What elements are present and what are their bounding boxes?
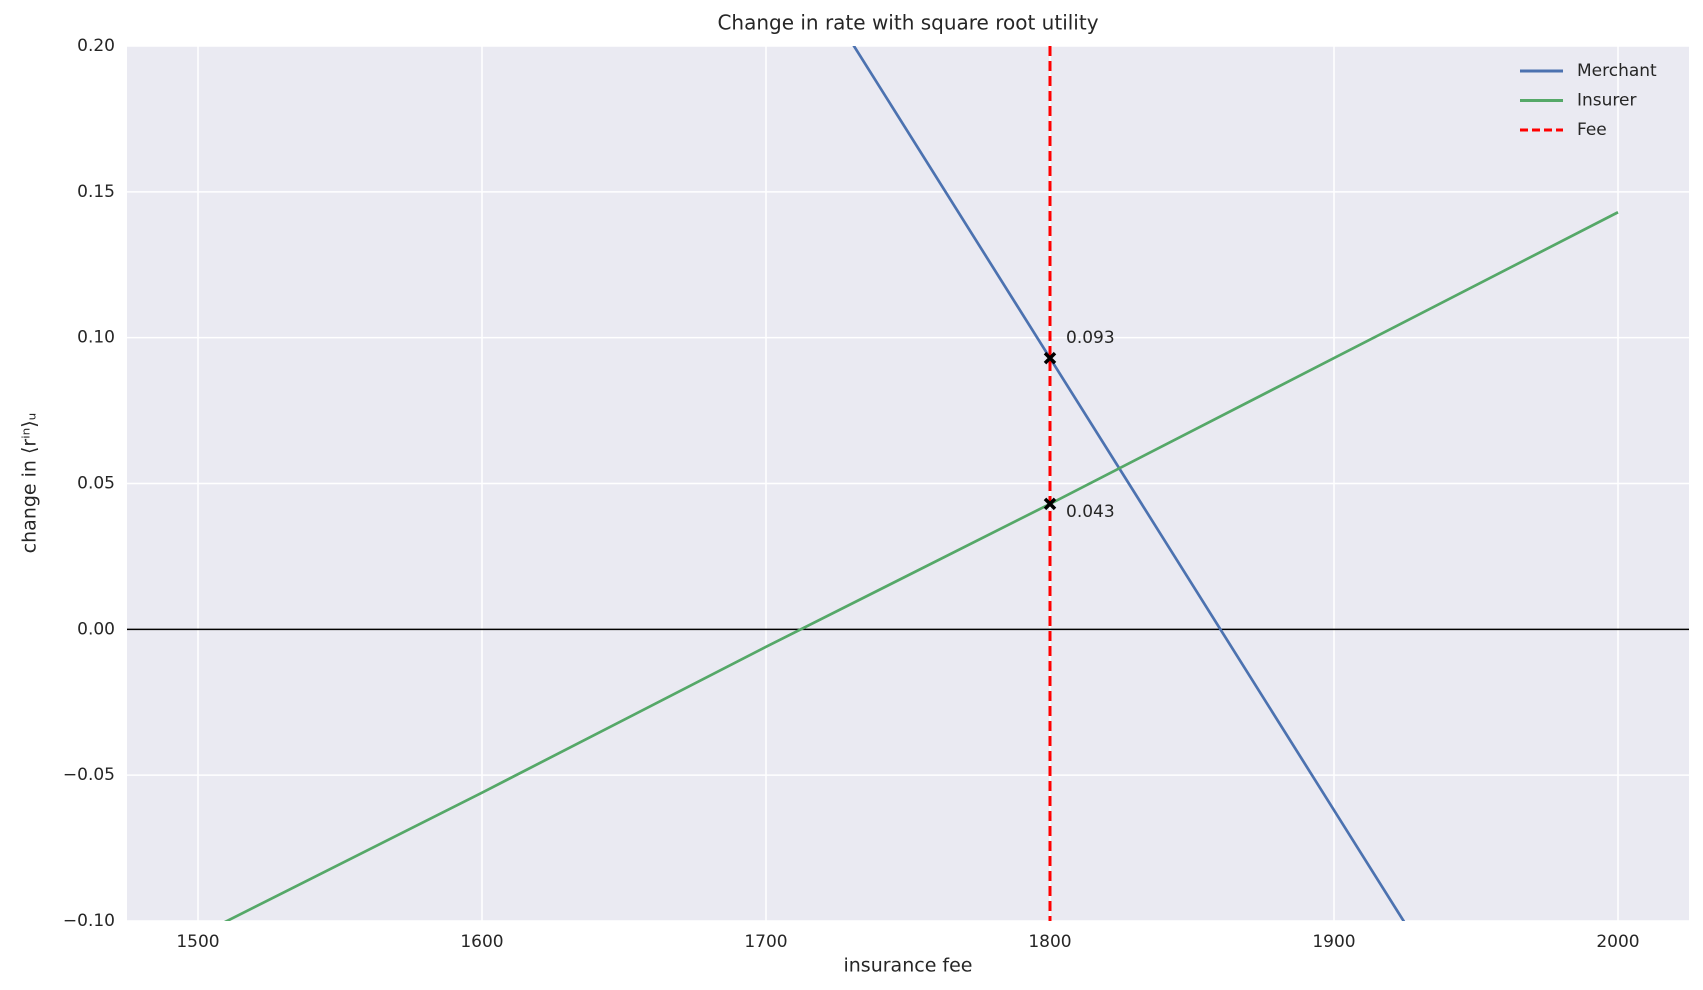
x-tick-label: 1700 (744, 932, 787, 952)
y-tick-label: 0.10 (77, 328, 115, 348)
y-tick-label: 0.00 (77, 619, 115, 639)
point-marker (1043, 351, 1057, 365)
x-tick-label: 1800 (1028, 932, 1071, 952)
legend-label: Merchant (1577, 61, 1657, 81)
x-tick-label: 1900 (1312, 932, 1355, 952)
y-axis-label: change in ⟨rⁱⁿ⟩ᵤ (19, 413, 41, 554)
data-line (852, 46, 1406, 921)
y-tick-label: −0.05 (63, 765, 115, 785)
y-tick-label: 0.20 (77, 36, 115, 56)
legend-label: Insurer (1577, 91, 1636, 111)
chart-title: Change in rate with square root utility (717, 11, 1098, 35)
y-tick-label: 0.05 (77, 474, 115, 494)
y-tick-label: −0.10 (63, 911, 115, 931)
x-tick-label: 2000 (1596, 932, 1639, 952)
x-tick-label: 1600 (460, 932, 503, 952)
x-tick-label: 1500 (176, 932, 219, 952)
x-axis-label: insurance fee (843, 955, 972, 977)
data-line (223, 211, 1619, 921)
annotation-label: 0.043 (1066, 502, 1115, 522)
annotation-label: 0.093 (1066, 328, 1115, 348)
point-marker (1043, 497, 1057, 511)
y-tick-label: 0.15 (77, 182, 115, 202)
legend-label: Fee (1577, 120, 1607, 140)
